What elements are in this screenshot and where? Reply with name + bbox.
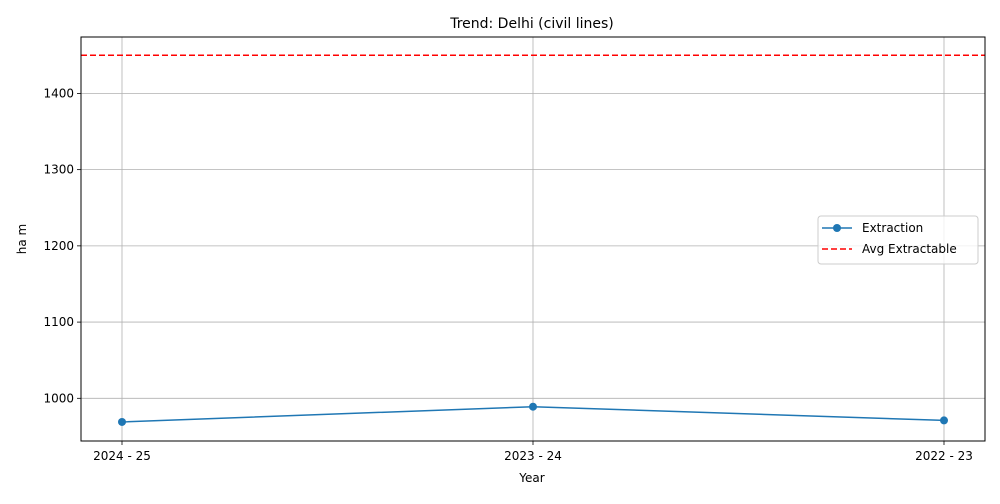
x-axis-label: Year — [518, 471, 544, 485]
x-tick-label: 2024 - 25 — [93, 449, 151, 463]
extraction-data-point — [118, 417, 126, 426]
legend-extraction-label: Extraction — [862, 221, 923, 235]
legend-avg-extractable-label: Avg Extractable — [862, 242, 957, 256]
y-axis-label: ha m — [15, 224, 29, 254]
y-tick-label: 1100 — [43, 315, 74, 329]
chart-title: Trend: Delhi (civil lines) — [449, 16, 614, 32]
y-tick-label: 1400 — [43, 86, 74, 100]
series-layer — [118, 402, 948, 426]
x-axis-ticks: 2024 - 25 2023 - 24 2022 - 23 — [93, 441, 973, 463]
legend-box — [817, 215, 979, 265]
y-axis-ticks: 1000 1100 1200 1300 1400 — [43, 86, 81, 405]
legend-extraction-marker — [833, 224, 841, 232]
x-tick-label: 2023 - 24 — [504, 449, 562, 463]
y-tick-label: 1200 — [43, 239, 74, 253]
extraction-data-point — [529, 402, 537, 411]
y-tick-label: 1300 — [43, 163, 74, 177]
y-tick-label: 1000 — [43, 391, 74, 405]
x-tick-label: 2022 - 23 — [915, 449, 973, 463]
extraction-data-point — [940, 416, 948, 425]
legend: Extraction Avg Extractable — [817, 215, 979, 265]
